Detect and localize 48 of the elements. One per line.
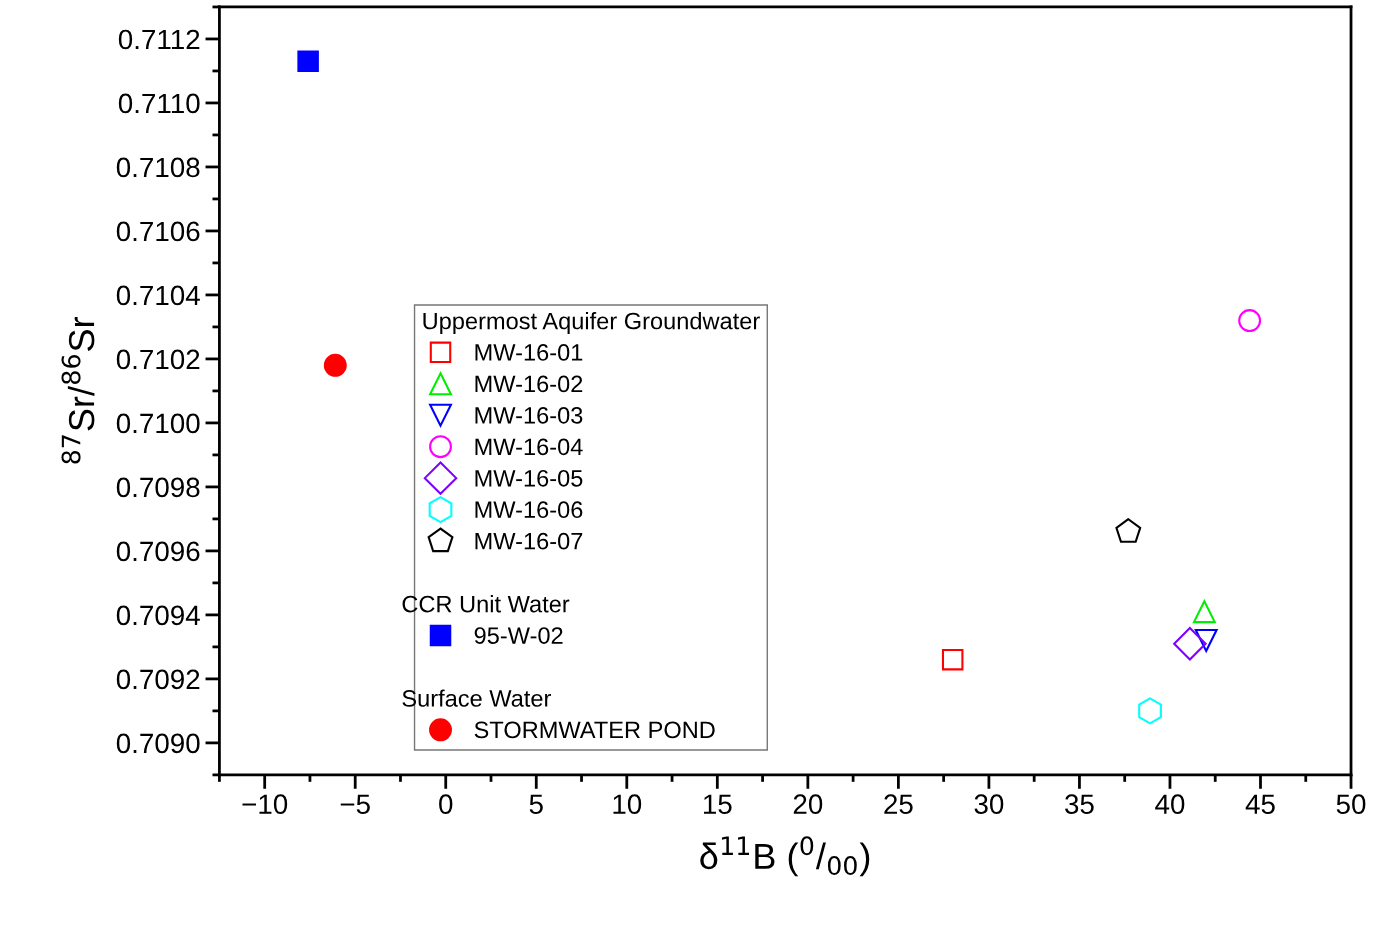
x-tick-label: 35 — [1065, 794, 1094, 815]
legend-label: MW-16-03 — [475, 407, 583, 424]
y-tick-label: 0.7112 — [118, 29, 200, 50]
x-tick-label: −5 — [340, 794, 370, 815]
legend-label: MW-16-04 — [475, 438, 583, 456]
legend-label: MW-16-02 — [475, 375, 583, 393]
x-tick-label: 45 — [1245, 794, 1275, 815]
x-tick-label: 25 — [884, 794, 913, 815]
y-tick-label: 0.7102 — [116, 349, 200, 370]
x-tick-label: 20 — [793, 794, 823, 815]
point — [1173, 626, 1207, 661]
y-tick-label: 0.7094 — [116, 605, 200, 626]
x-axis-title: δ$^{11}$B ($^{0}$/$_{00}$) — [700, 836, 870, 877]
y-tick-label: 0.7106 — [116, 221, 200, 242]
x-tick-label: 15 — [703, 794, 732, 815]
point — [1194, 629, 1218, 652]
point — [1115, 518, 1142, 543]
y-tick-label: 0.7108 — [116, 157, 200, 178]
legend-label: MW-16-01 — [475, 344, 583, 361]
x-tick-label: 5 — [529, 794, 543, 815]
x-tick-label: 0 — [439, 794, 453, 815]
legend-label: 95-W-02 — [474, 627, 563, 644]
x-tick-label: 40 — [1155, 794, 1185, 815]
point — [1192, 600, 1216, 624]
y-tick-label: 0.7104 — [116, 285, 200, 306]
legend-label: MW-16-05 — [475, 469, 583, 487]
y-axis-title: $^{87}$Sr/$^{86}$Sr — [61, 317, 95, 464]
annotation: Surface Water — [402, 689, 551, 707]
y-tick-label: 0.7110 — [118, 93, 200, 114]
annotation: CCR Unit Water — [402, 595, 570, 613]
legend-label: MW-16-07 — [475, 532, 583, 550]
legend-label: STORMWATER POND — [474, 721, 715, 739]
point — [297, 50, 319, 73]
y-tick-label: 0.7090 — [116, 733, 200, 754]
y-tick-label: 0.7096 — [116, 541, 200, 562]
x-tick-label: 30 — [974, 794, 1004, 815]
x-tick-label: 10 — [613, 794, 642, 815]
x-tick-label: −10 — [242, 794, 288, 815]
y-tick-label: 0.7098 — [116, 477, 200, 498]
point — [1238, 309, 1262, 332]
y-tick-label: 0.7100 — [116, 413, 200, 434]
point — [1138, 697, 1162, 725]
legend-title: Uppermost Aquifer Groundwater — [423, 312, 760, 335]
point — [941, 648, 964, 671]
y-tick-label: 0.7092 — [116, 669, 200, 690]
legend-label: MW-16-06 — [475, 501, 583, 519]
x-tick-label: 50 — [1336, 794, 1366, 815]
point — [323, 353, 347, 377]
